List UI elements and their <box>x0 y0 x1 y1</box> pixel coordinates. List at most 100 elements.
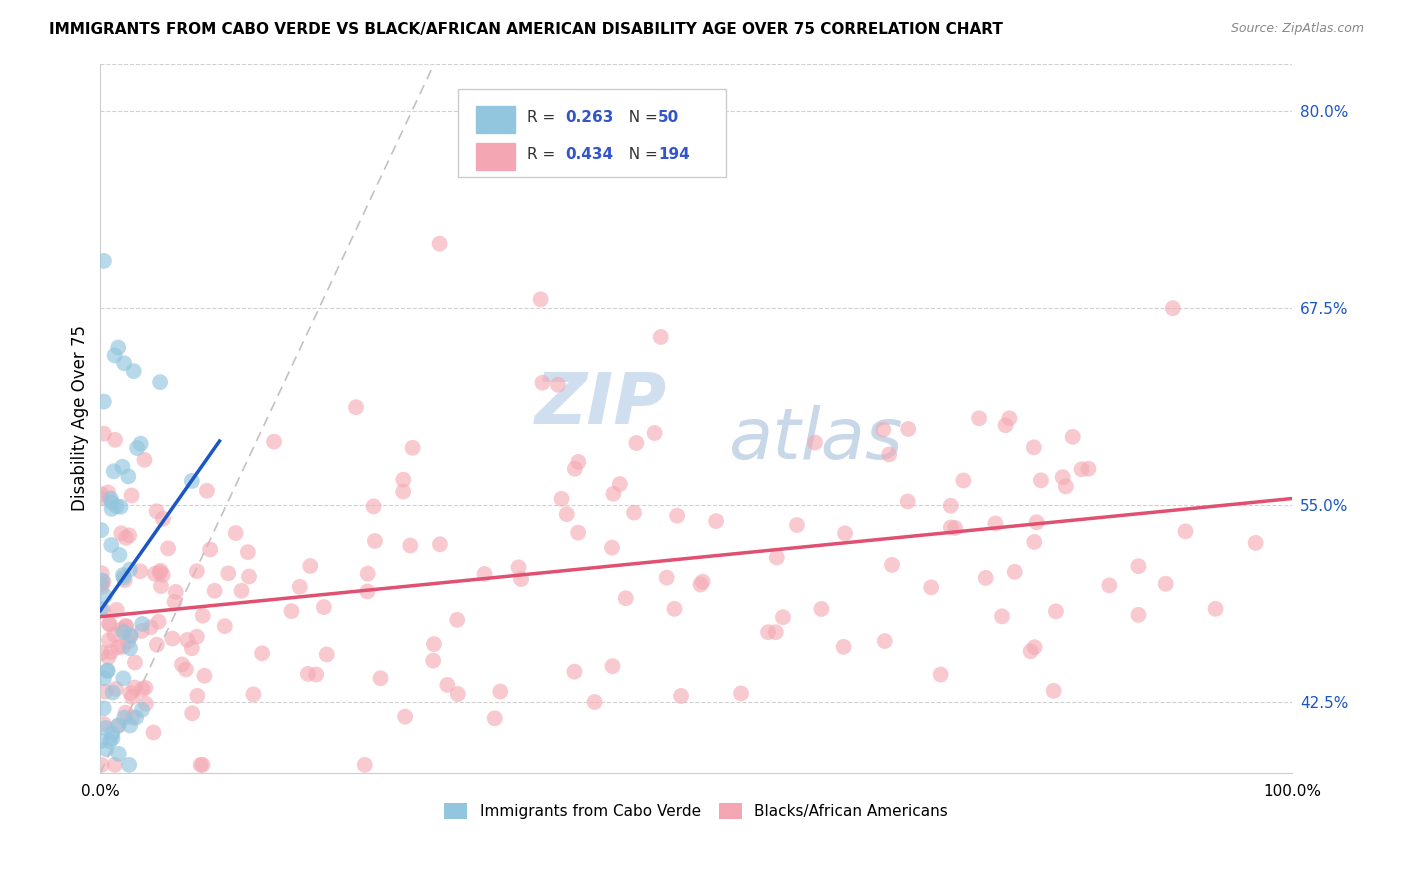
Point <box>214 619 236 633</box>
Point <box>163 595 186 609</box>
Point <box>108 548 131 562</box>
Point <box>93 426 115 441</box>
Point <box>107 640 129 655</box>
Point <box>134 681 156 695</box>
Point <box>120 629 142 643</box>
Point <box>180 641 202 656</box>
Point <box>1019 644 1042 658</box>
Point <box>364 533 387 548</box>
Point <box>193 669 215 683</box>
Point <box>644 425 666 440</box>
Point <box>129 564 152 578</box>
Point <box>90 577 112 591</box>
Point <box>392 484 415 499</box>
Point <box>100 502 122 516</box>
Point <box>190 757 212 772</box>
Point <box>90 602 112 616</box>
Point <box>280 604 302 618</box>
Point <box>626 436 648 450</box>
Point <box>567 455 589 469</box>
Point <box>114 706 136 720</box>
Point <box>114 531 136 545</box>
Point <box>107 341 129 355</box>
Text: N =: N = <box>619 146 662 161</box>
Point <box>180 474 202 488</box>
Point <box>1024 535 1046 549</box>
Point <box>131 703 153 717</box>
Point <box>305 667 328 681</box>
Text: 194: 194 <box>658 146 690 161</box>
Point <box>236 545 259 559</box>
Point <box>198 542 221 557</box>
Point <box>121 710 143 724</box>
Point <box>231 583 253 598</box>
Point <box>101 685 124 699</box>
Point <box>786 518 808 533</box>
Point <box>344 401 367 415</box>
Point <box>90 566 112 581</box>
Point <box>547 377 569 392</box>
Point <box>111 459 134 474</box>
Point <box>118 562 141 576</box>
Point <box>939 520 962 534</box>
Point <box>508 560 530 574</box>
Point <box>530 293 553 307</box>
Point <box>288 580 311 594</box>
Point <box>115 619 138 633</box>
Point <box>810 602 832 616</box>
Point <box>1022 441 1045 455</box>
Point <box>429 537 451 551</box>
Point <box>93 671 115 685</box>
Point <box>186 630 208 644</box>
Point <box>943 521 966 535</box>
Text: R =: R = <box>527 110 560 125</box>
Point <box>90 646 112 660</box>
Point <box>299 558 322 573</box>
Point <box>129 436 152 450</box>
Point <box>143 566 166 581</box>
Point <box>897 494 920 508</box>
Point <box>1052 470 1074 484</box>
Point <box>150 579 173 593</box>
Point <box>110 500 132 514</box>
Point <box>353 757 375 772</box>
Point <box>111 640 134 654</box>
Point <box>600 541 623 555</box>
Point <box>120 718 142 732</box>
Point <box>225 526 247 541</box>
Point <box>90 757 112 772</box>
Point <box>139 620 162 634</box>
Point <box>135 697 157 711</box>
Point <box>107 747 129 761</box>
Point <box>98 617 121 632</box>
Point <box>929 667 952 681</box>
Point <box>446 613 468 627</box>
Point <box>96 664 118 678</box>
Point <box>118 528 141 542</box>
Point <box>94 589 117 603</box>
Point <box>191 608 214 623</box>
Point <box>107 719 129 733</box>
Point <box>104 681 127 696</box>
Point <box>90 491 112 506</box>
Point <box>93 701 115 715</box>
Point <box>124 656 146 670</box>
Point <box>756 625 779 640</box>
Point <box>152 512 174 526</box>
Point <box>90 734 112 748</box>
Point <box>1205 602 1227 616</box>
Point <box>423 637 446 651</box>
Point <box>730 686 752 700</box>
Point <box>1062 430 1084 444</box>
Point <box>152 567 174 582</box>
Point <box>146 638 169 652</box>
Point <box>100 495 122 509</box>
Point <box>834 526 856 541</box>
Text: R =: R = <box>527 146 560 161</box>
Point <box>583 695 606 709</box>
Point <box>100 538 122 552</box>
Point <box>984 516 1007 531</box>
FancyBboxPatch shape <box>458 89 725 178</box>
Point <box>614 591 637 606</box>
Point <box>131 682 153 697</box>
